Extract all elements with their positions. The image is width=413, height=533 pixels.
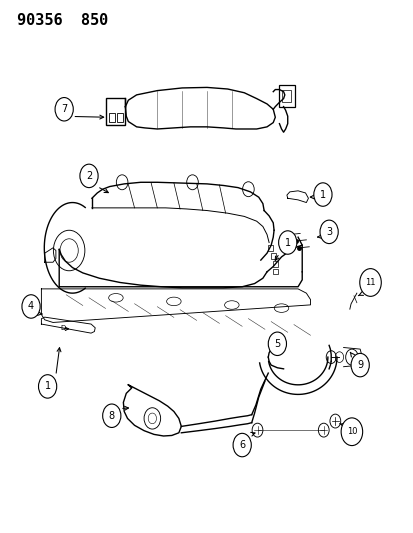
Text: 1: 1 bbox=[319, 190, 325, 199]
Bar bbox=[279, 85, 294, 107]
Bar bbox=[271, 253, 275, 259]
Circle shape bbox=[340, 418, 362, 446]
Text: 4: 4 bbox=[28, 302, 34, 311]
Circle shape bbox=[350, 353, 368, 377]
Circle shape bbox=[268, 332, 286, 356]
Bar bbox=[273, 269, 278, 274]
Circle shape bbox=[22, 295, 40, 318]
Bar bbox=[282, 90, 291, 102]
Text: 2: 2 bbox=[85, 171, 92, 181]
Text: 10: 10 bbox=[346, 427, 356, 436]
Circle shape bbox=[55, 98, 73, 121]
Circle shape bbox=[38, 375, 57, 398]
Circle shape bbox=[102, 404, 121, 427]
Text: 6: 6 bbox=[239, 440, 244, 450]
Circle shape bbox=[359, 269, 380, 296]
Text: 8: 8 bbox=[109, 411, 114, 421]
Bar bbox=[117, 113, 123, 122]
Text: 11: 11 bbox=[364, 278, 375, 287]
Circle shape bbox=[233, 433, 251, 457]
Bar bbox=[273, 261, 278, 266]
Text: 1: 1 bbox=[45, 382, 50, 391]
Circle shape bbox=[319, 220, 337, 244]
Bar bbox=[109, 113, 114, 122]
Circle shape bbox=[278, 231, 296, 254]
Text: 90356  850: 90356 850 bbox=[17, 13, 107, 28]
Text: 9: 9 bbox=[356, 360, 362, 370]
Bar bbox=[268, 245, 273, 251]
Text: 3: 3 bbox=[325, 227, 331, 237]
Text: 1: 1 bbox=[284, 238, 290, 247]
Circle shape bbox=[80, 164, 98, 188]
Text: D: D bbox=[60, 326, 65, 332]
Circle shape bbox=[313, 183, 331, 206]
Text: 7: 7 bbox=[61, 104, 67, 114]
Text: 5: 5 bbox=[273, 339, 280, 349]
